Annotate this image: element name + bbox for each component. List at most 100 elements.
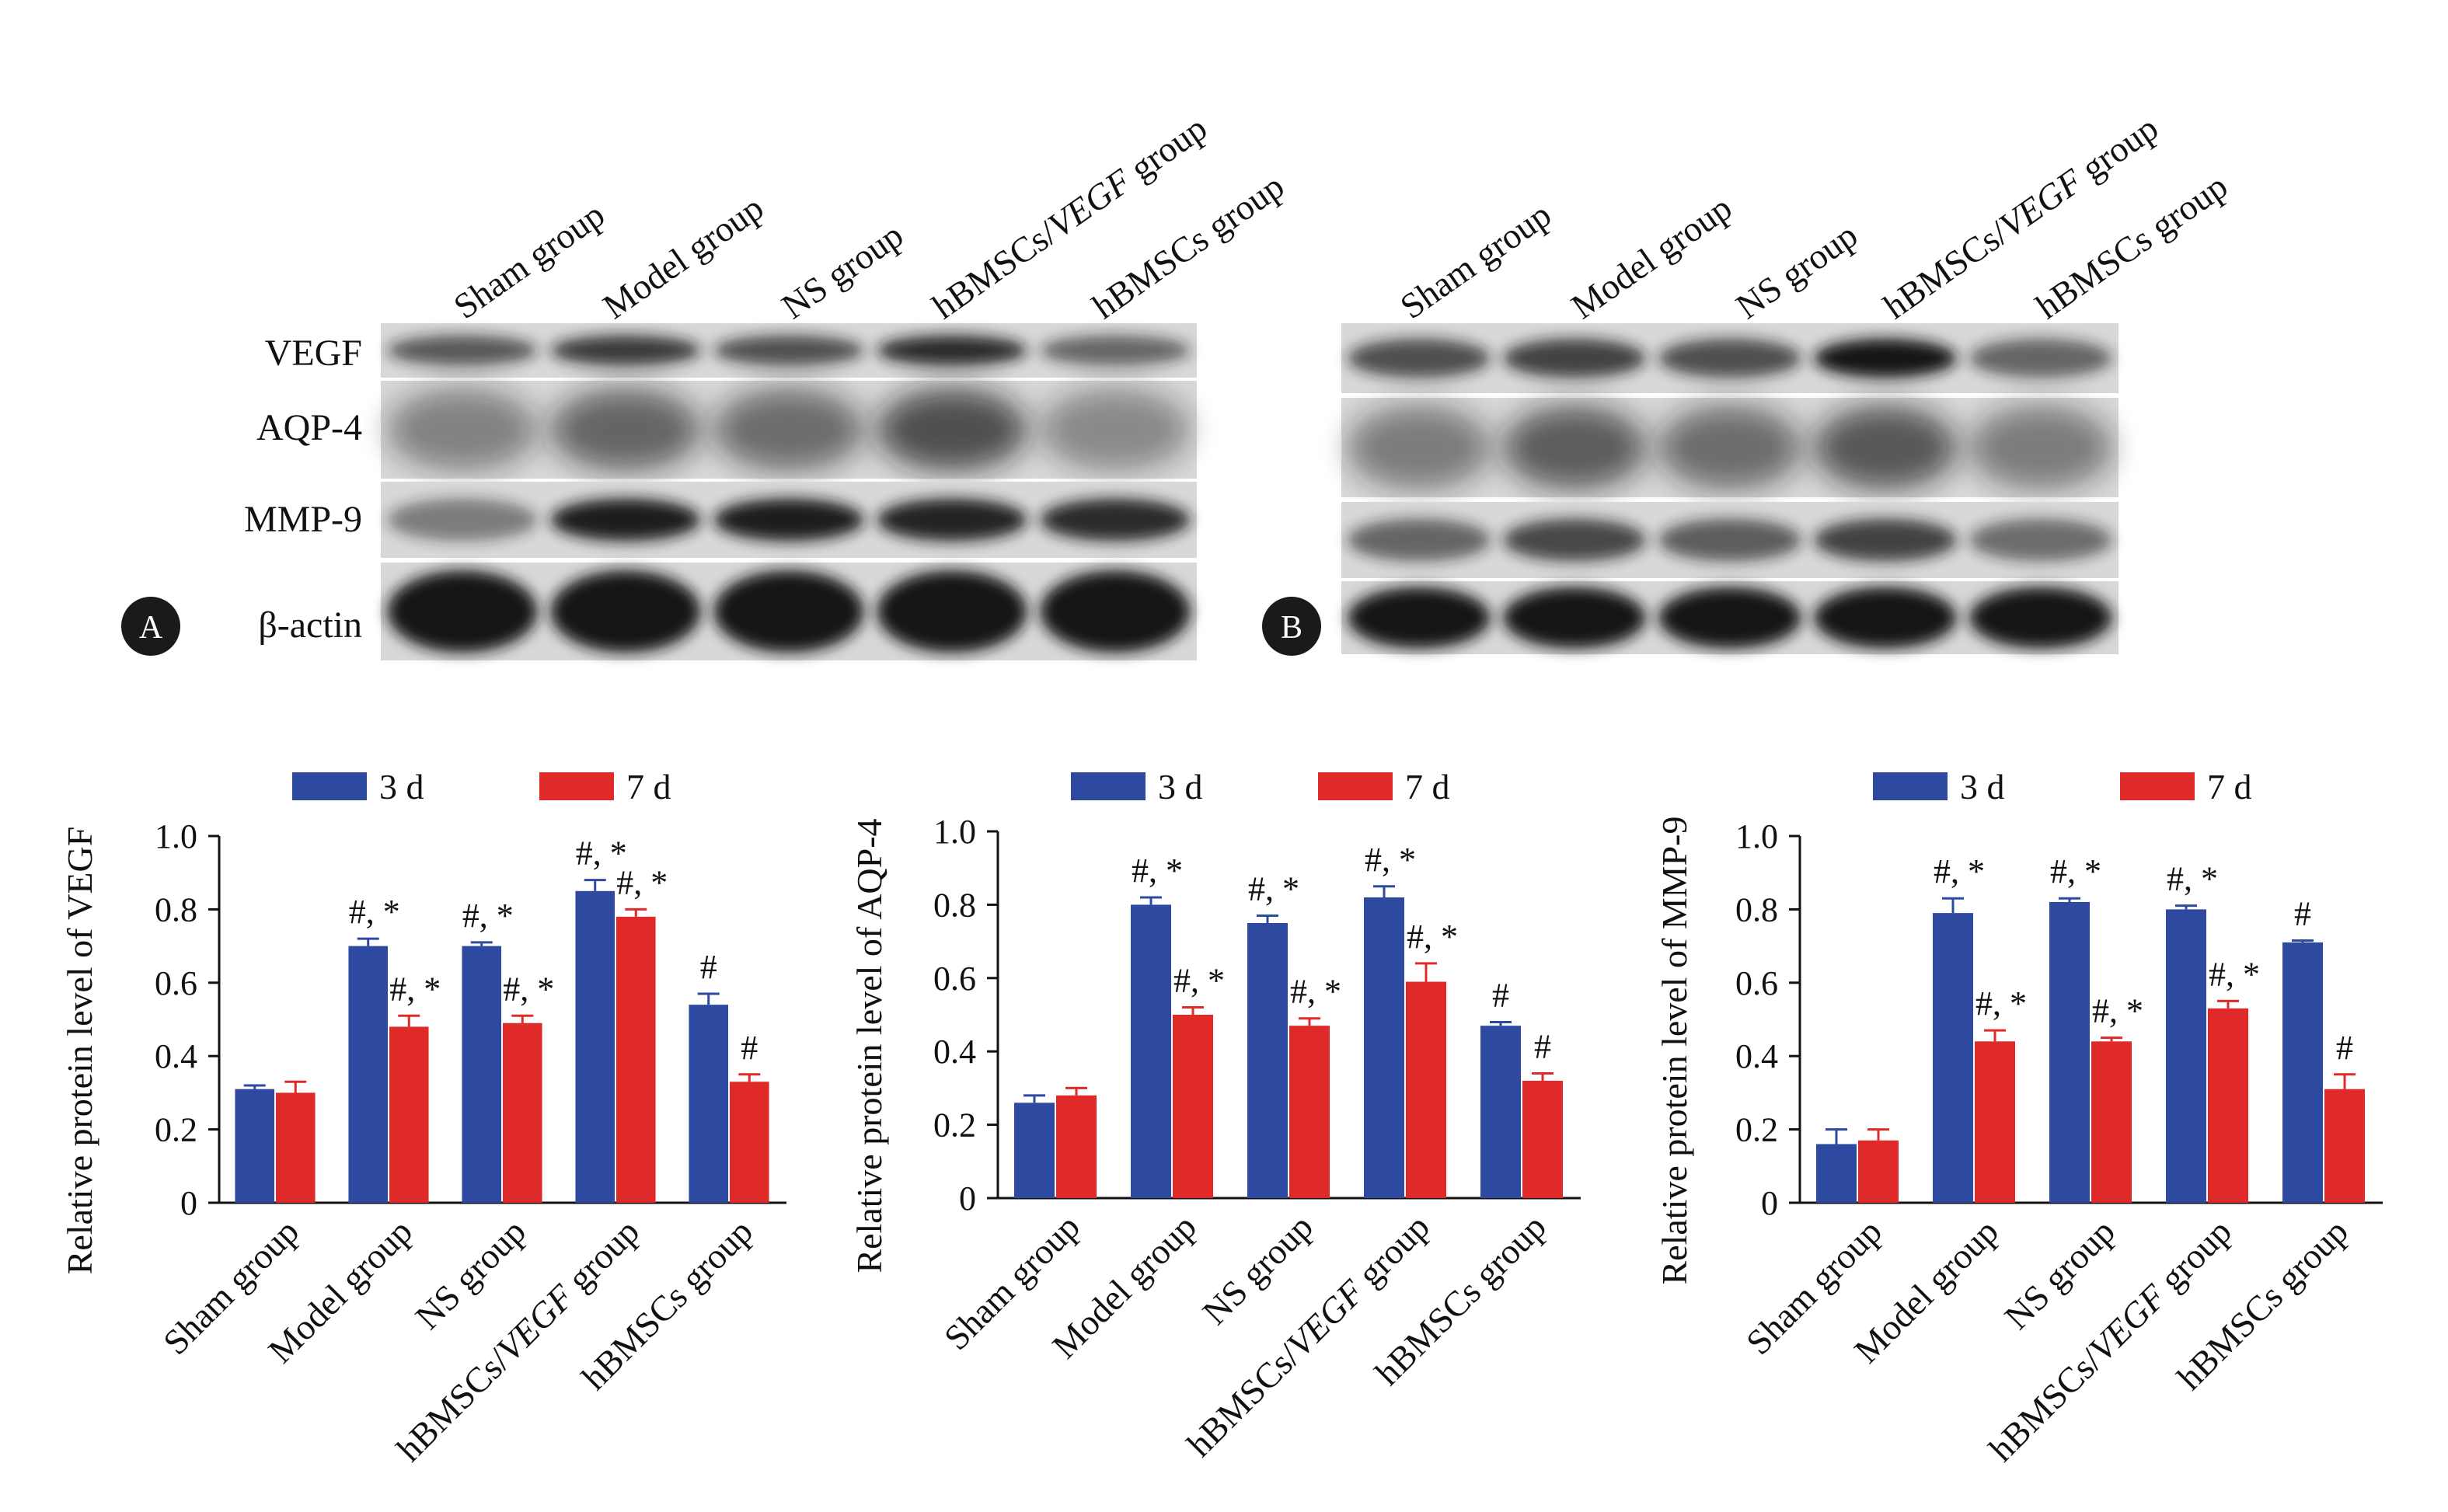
y-axis-label: Relative protein level of MMP-9 bbox=[1655, 817, 1694, 1285]
chart-legend: 3 d 7 d bbox=[1873, 767, 2252, 807]
bar-7d bbox=[1522, 1080, 1563, 1198]
bar-7d bbox=[730, 1082, 769, 1203]
blot-band bbox=[1814, 338, 1957, 378]
blot-b-strips bbox=[1341, 323, 2118, 654]
y-tick-label: 0.8 bbox=[155, 890, 197, 928]
y-tick-label: 1.0 bbox=[155, 817, 197, 855]
significance-label: #, * bbox=[1132, 852, 1183, 890]
y-tick-label: 0.8 bbox=[1735, 890, 1778, 928]
significance-label: #, * bbox=[1248, 870, 1299, 908]
blot-band bbox=[1348, 587, 1491, 649]
y-tick-label: 0.6 bbox=[1735, 964, 1778, 1002]
blot-band bbox=[877, 335, 1027, 366]
significance-label: # bbox=[700, 948, 717, 986]
significance-label: #, * bbox=[1365, 841, 1416, 879]
blot-lane-label: Sham group bbox=[1393, 194, 1557, 326]
y-tick-label: 0.6 bbox=[155, 964, 197, 1002]
blot-strip-mmp-9 bbox=[381, 482, 1197, 558]
blot-lane-label: Model group bbox=[595, 187, 770, 326]
y-tick-label: 0.8 bbox=[933, 886, 976, 924]
legend-label: 3 d bbox=[1158, 767, 1203, 807]
significance-label: #, * bbox=[503, 970, 554, 1008]
blot-band bbox=[1348, 338, 1491, 378]
blot-strip--actin bbox=[381, 563, 1197, 660]
panel-a-badge bbox=[121, 597, 180, 656]
bar-7d bbox=[1173, 1015, 1213, 1198]
y-tick-label: 0 bbox=[959, 1179, 976, 1218]
blot-row-label: AQP-4 bbox=[256, 407, 362, 448]
bar-3d bbox=[2049, 901, 2090, 1203]
blot-band bbox=[877, 570, 1027, 653]
blot-lane-label: Model group bbox=[1564, 187, 1738, 326]
blot-band bbox=[1969, 587, 2112, 649]
blot-band bbox=[1969, 338, 2112, 378]
bar-3d bbox=[689, 1005, 728, 1203]
significance-label: #, * bbox=[616, 863, 668, 901]
panel-b-badge bbox=[1262, 597, 1321, 656]
blot-band bbox=[1969, 518, 2112, 562]
blot-band bbox=[1658, 338, 1801, 378]
blot-band bbox=[1658, 406, 1801, 489]
significance-label: #, * bbox=[2209, 955, 2260, 993]
bar-7d bbox=[1858, 1140, 1899, 1203]
bar-3d bbox=[2166, 909, 2206, 1203]
significance-label: #, * bbox=[1407, 918, 1458, 956]
significance-label: # bbox=[2336, 1029, 2353, 1067]
significance-label: # bbox=[2294, 895, 2311, 933]
bar-7d bbox=[616, 916, 656, 1203]
y-tick-label: 0 bbox=[1761, 1184, 1778, 1222]
y-tick-label: 1.0 bbox=[1735, 817, 1778, 855]
blot-band bbox=[1503, 518, 1646, 562]
blot-band bbox=[1814, 587, 1957, 649]
bar-3d bbox=[1014, 1103, 1055, 1198]
legend-swatch bbox=[2120, 772, 2195, 800]
significance-label: # bbox=[741, 1029, 758, 1067]
bar-3d bbox=[1247, 923, 1288, 1198]
blot-lane-label: hBMSCs/VEGF group bbox=[925, 108, 1214, 326]
bar-7d bbox=[276, 1092, 316, 1203]
bar-7d bbox=[1406, 981, 1446, 1198]
legend-label: 7 d bbox=[626, 767, 671, 807]
blot-strip-aqp-4 bbox=[381, 381, 1197, 479]
legend-label: 7 d bbox=[1405, 767, 1450, 807]
y-tick-label: 1.0 bbox=[933, 813, 976, 851]
legend-label: 3 d bbox=[1960, 767, 2005, 807]
bar-3d bbox=[348, 946, 388, 1203]
y-tick-label: 0.6 bbox=[933, 960, 976, 998]
significance-label: #, * bbox=[2092, 992, 2143, 1030]
y-tick-label: 0.2 bbox=[155, 1111, 197, 1149]
blot-band bbox=[1040, 335, 1191, 366]
blot-band bbox=[387, 498, 538, 542]
bar-7d bbox=[1975, 1041, 2015, 1203]
bar-7d bbox=[1289, 1026, 1330, 1198]
y-tick-label: 0.4 bbox=[1735, 1037, 1778, 1075]
blot-band bbox=[713, 498, 864, 542]
blot-band bbox=[1658, 587, 1801, 649]
bar-3d bbox=[1364, 897, 1404, 1198]
blot-band bbox=[1348, 406, 1491, 489]
blot-band bbox=[550, 498, 701, 542]
y-axis-label: Relative protein level of AQP-4 bbox=[849, 818, 889, 1273]
blot-band bbox=[1040, 498, 1191, 542]
significance-label: #, * bbox=[2167, 860, 2218, 898]
bar-3d bbox=[575, 890, 615, 1203]
blot-band bbox=[1969, 406, 2112, 489]
significance-label: # bbox=[1534, 1028, 1551, 1066]
panel-b-letter: B bbox=[1281, 610, 1302, 646]
blot-row-label: MMP-9 bbox=[244, 499, 362, 540]
blot-band bbox=[1040, 570, 1191, 653]
bar-7d bbox=[389, 1026, 429, 1203]
significance-label: #, * bbox=[1934, 852, 1985, 890]
blot-lane-label: NS group bbox=[774, 215, 910, 327]
legend-swatch bbox=[539, 772, 614, 800]
legend-label: 3 d bbox=[379, 767, 424, 807]
blot-band bbox=[387, 570, 538, 653]
chart-mmp9: 3 d 7 d Relative protein level of MMP-9 0 0.… bbox=[1655, 767, 2383, 1469]
chart-legend: 3 d 7 d bbox=[292, 767, 671, 807]
blot-strip-vegf bbox=[381, 323, 1197, 378]
blot-row-label: β-actin bbox=[258, 604, 362, 646]
